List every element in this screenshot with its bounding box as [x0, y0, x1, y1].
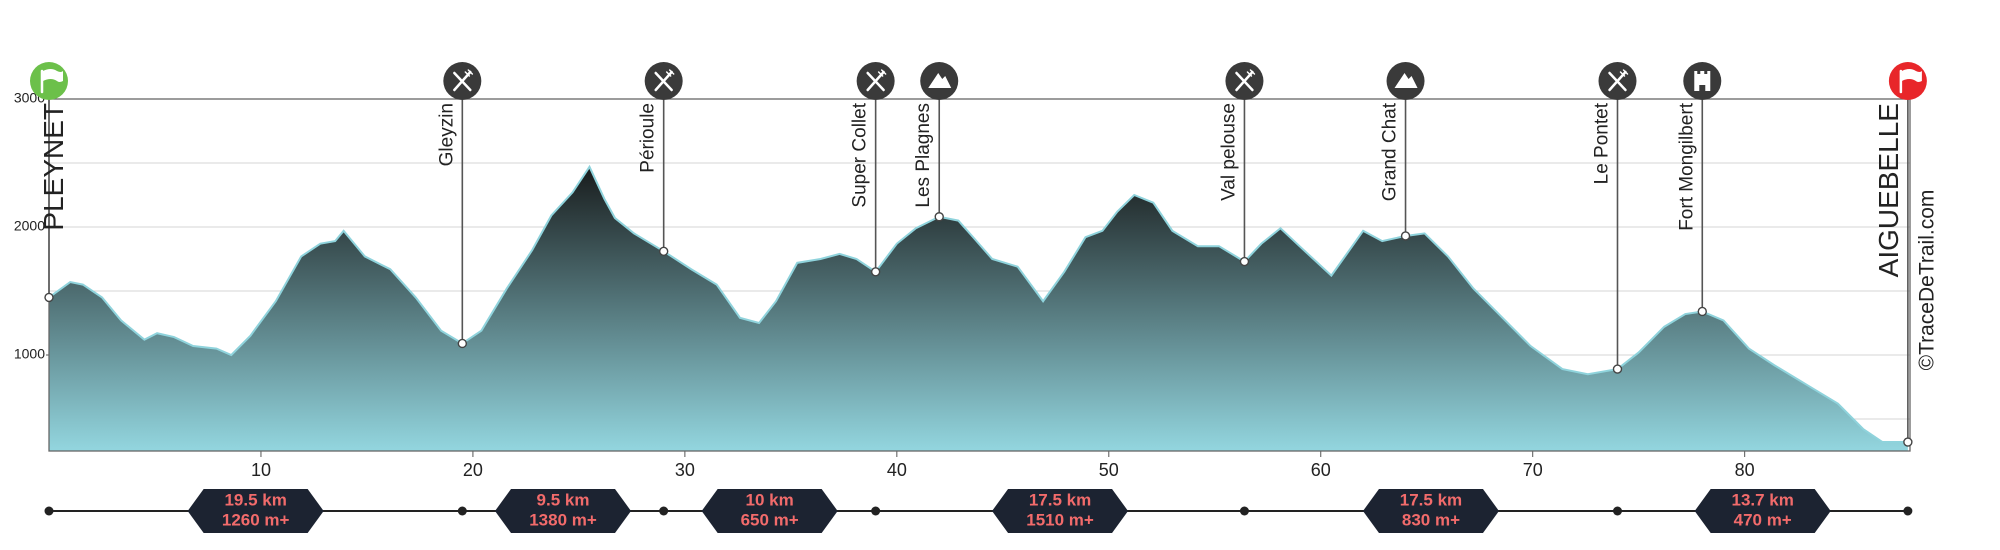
waypoint-label: Super Collet — [850, 102, 871, 207]
stage-gain: 1510 m+ — [1026, 510, 1094, 529]
waypoint-label: Les Plagnes — [913, 103, 934, 208]
x-tick-label: 40 — [887, 460, 907, 480]
waypoint-point — [457, 338, 468, 349]
stage-gain: 1380 m+ — [529, 510, 597, 529]
x-tick-label: 20 — [463, 460, 483, 480]
stage-gain: 650 m+ — [741, 510, 799, 529]
mountain — [928, 73, 952, 88]
stage-dot — [1612, 506, 1622, 516]
stage-dot — [871, 506, 881, 516]
stage-distance: 13.7 km — [1731, 490, 1793, 509]
flag-cloth — [1901, 69, 1922, 82]
waypoint-label: Fort Mongilbert — [1676, 102, 1697, 230]
castle — [1694, 71, 1711, 91]
x-tick-label: 50 — [1099, 460, 1119, 480]
waypoint-label: AIGUEBELLE — [1873, 103, 1904, 277]
stage-badge — [992, 489, 1129, 533]
stage-badge — [1694, 489, 1831, 533]
x-tick-label: 10 — [251, 460, 271, 480]
x-tick-label: 80 — [1735, 460, 1755, 480]
y-tick-label: 2000 — [14, 218, 45, 234]
stage-dot — [1239, 506, 1249, 516]
stage-badge — [1362, 489, 1499, 533]
waypoint-label: Grand Chat — [1380, 102, 1401, 201]
fork-tines — [464, 69, 474, 77]
fork-tines — [665, 69, 675, 77]
stage-badge — [187, 489, 324, 533]
stage-badge — [495, 489, 632, 533]
stage-distance: 19.5 km — [224, 490, 286, 509]
stage-distance: 17.5 km — [1029, 490, 1091, 509]
waypoint-icon — [1888, 62, 1927, 100]
stage-gain: 470 m+ — [1734, 510, 1792, 529]
waypoint-point — [1612, 364, 1623, 374]
y-tick-label: 1000 — [14, 346, 45, 362]
stage-distance: 10 km — [746, 490, 794, 509]
waypoint-point — [44, 292, 54, 303]
waypoint-label: Val pelouse — [1218, 103, 1239, 201]
elevation-line — [48, 164, 1908, 444]
waypoint-point — [1697, 306, 1707, 317]
stage-gain: 830 m+ — [1402, 510, 1460, 529]
fork-tines — [877, 69, 887, 77]
waypoint-label: Le Pontet — [1591, 102, 1612, 184]
elevation-area — [49, 166, 1908, 451]
waypoint-point — [658, 246, 669, 257]
waypoint-label: Périoule — [638, 103, 659, 173]
waypoint-point — [870, 267, 881, 277]
stage-distance: 17.5 km — [1400, 490, 1462, 509]
waypoint-icon — [30, 62, 68, 100]
stage-dot — [457, 506, 467, 516]
stage-distance: 9.5 km — [537, 490, 590, 509]
stage-gain: 1260 m+ — [222, 510, 290, 529]
fork-tines — [1246, 69, 1256, 77]
stage-dot — [44, 506, 54, 516]
mountain — [1394, 73, 1418, 88]
waypoint-point — [1903, 437, 1913, 447]
waypoint-point — [934, 212, 944, 222]
x-tick-label: 70 — [1523, 460, 1543, 480]
copyright: ©TraceDeTrail.com — [1916, 190, 1939, 371]
waypoint-point — [1400, 231, 1411, 241]
fork-tines — [1619, 69, 1629, 77]
x-tick-label: 60 — [1311, 460, 1331, 480]
waypoint-label: Gleyzin — [436, 103, 457, 166]
waypoint-point — [1239, 256, 1250, 267]
flag-cloth — [43, 69, 63, 82]
stage-dot — [659, 506, 669, 516]
waypoint-label: PLEYNET — [38, 103, 69, 231]
stage-badge — [701, 489, 838, 533]
stage-dot — [1903, 506, 1913, 516]
x-tick-label: 30 — [675, 460, 695, 480]
